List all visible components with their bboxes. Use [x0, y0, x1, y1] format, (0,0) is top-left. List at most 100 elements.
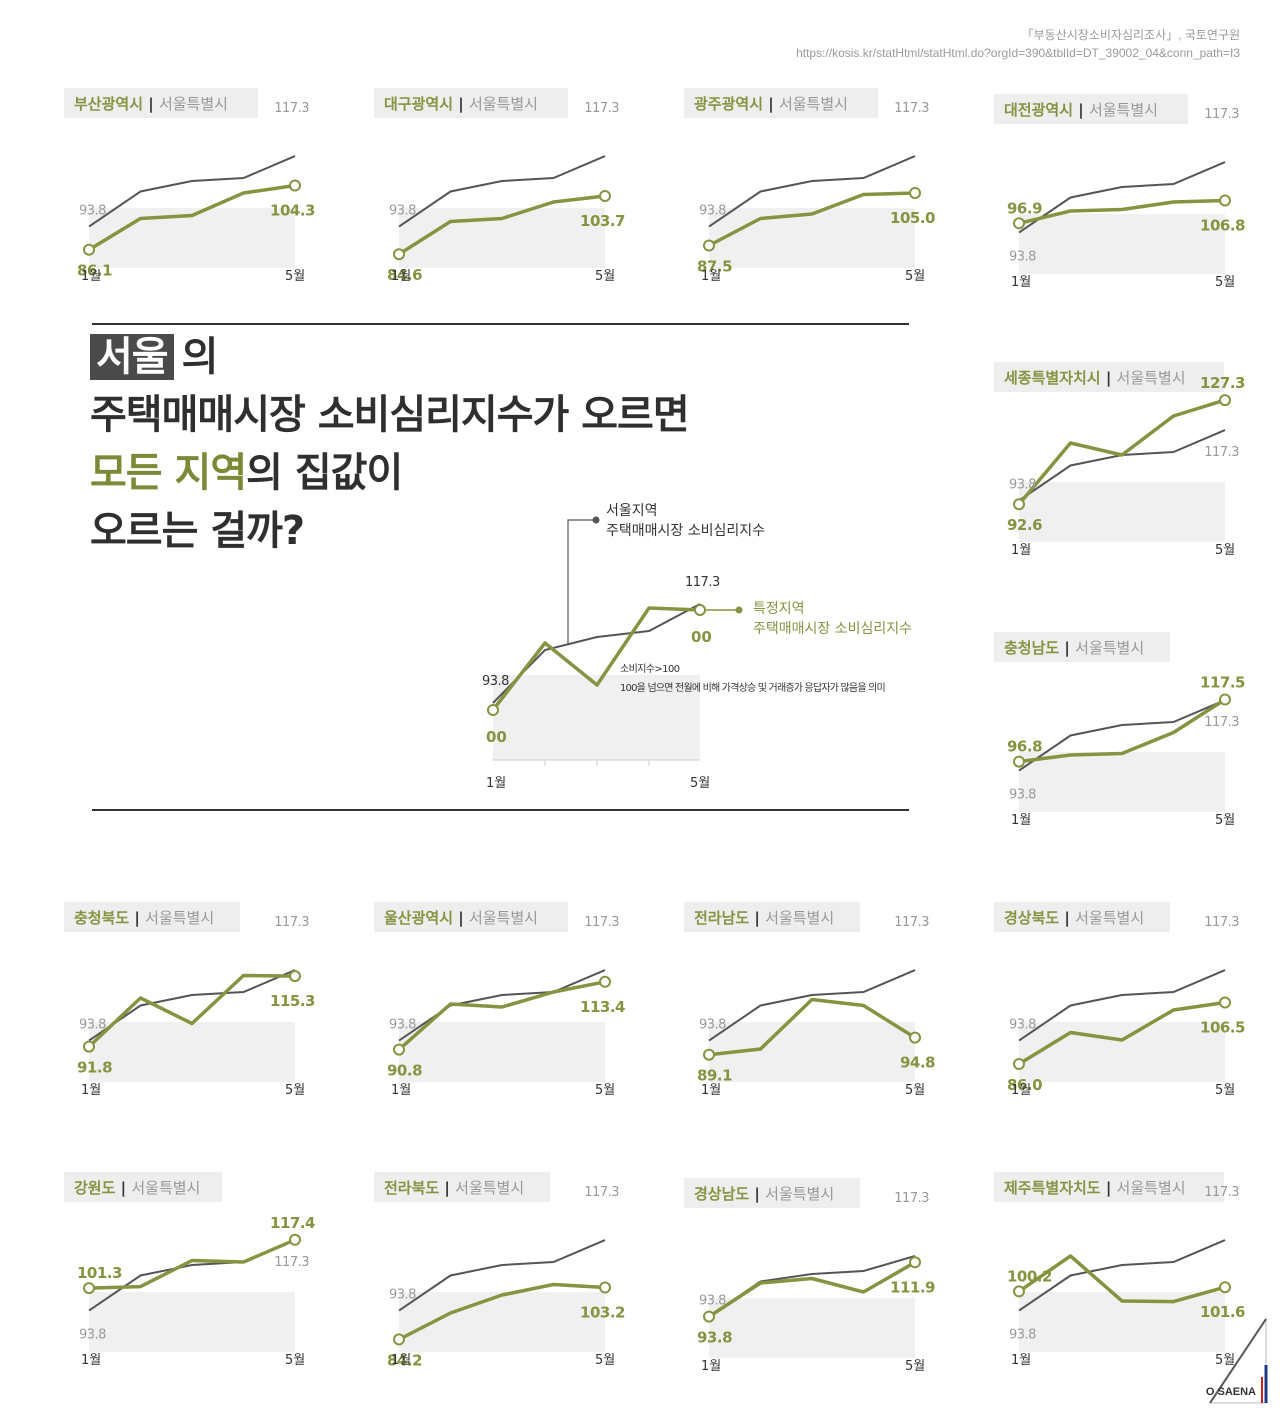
- headline-top-rule: [92, 323, 909, 325]
- seoul-start-label: 93.8: [1009, 250, 1036, 265]
- chart-title-tag: [994, 94, 1188, 124]
- chart-band-below-100: [709, 1298, 915, 1358]
- region-start-label: 100.2: [1007, 1267, 1052, 1285]
- x-tick-label: 5월: [595, 1353, 615, 1368]
- seoul-start-label: 93.8: [699, 1018, 726, 1033]
- x-tick-label: 1월: [81, 1353, 101, 1368]
- chart-title: 부산광역시 | 서울특별시: [74, 95, 228, 114]
- chart-band-below-100: [89, 1292, 295, 1352]
- chart-title-sep: |: [749, 909, 765, 928]
- chart-title-tag: [374, 902, 568, 932]
- region-endpoint-marker: [909, 1256, 921, 1269]
- chart-title-seoul: 서울특별시: [1089, 101, 1158, 119]
- legend-seoul-end-label: 117.3: [685, 575, 720, 590]
- x-tick-label: 5월: [1215, 275, 1235, 290]
- seoul-start-label: 93.8: [79, 204, 106, 219]
- chart-9: 전라남도 | 서울특별시 93.8 89.1 117.3 94.8 1월 5월: [684, 902, 936, 1098]
- seoul-start-label: 93.8: [1009, 788, 1036, 803]
- chart-6: 충청남도 | 서울특별시 93.8 96.8 117.3 117.5 1월 5월: [994, 632, 1246, 828]
- seoul-line: [1018, 161, 1226, 234]
- x-tick-label: 5월: [595, 1083, 615, 1098]
- x-tick-label: 5월: [285, 1083, 305, 1098]
- region-line: [708, 997, 916, 1057]
- region-line: [1018, 198, 1226, 226]
- seoul-start-label: 93.8: [1009, 1018, 1036, 1033]
- x-tick-label: 1월: [1011, 543, 1031, 558]
- chart-title: 충청남도 | 서울특별시: [1004, 639, 1144, 658]
- chart-title-region: 경상남도: [694, 1185, 749, 1203]
- headline-line-3-rest: 의 집값이: [246, 450, 403, 496]
- x-tick-label: 5월: [285, 1353, 305, 1368]
- x-tick-label: 1월: [701, 1083, 721, 1098]
- chart-band-below-100: [89, 208, 295, 268]
- chart-1: 부산광역시 | 서울특별시 93.8 86.1 117.3 104.3 1월 5월: [64, 88, 316, 284]
- chart-title: 세종특별자치시 | 서울특별시: [1004, 369, 1186, 388]
- chart-title-tag: [64, 1172, 222, 1202]
- chart-band-below-100: [1019, 214, 1225, 274]
- chart-title-seoul: 서울특별시: [1117, 1179, 1186, 1197]
- region-endpoint-marker: [909, 187, 921, 199]
- x-tick-label: 1월: [701, 1359, 721, 1374]
- x-tick-label: 1월: [391, 269, 411, 284]
- chart-title: 광주광역시 | 서울특별시: [694, 95, 848, 114]
- chart-title-seoul: 서울특별시: [469, 909, 538, 927]
- seoul-end-label: 117.3: [1204, 715, 1239, 730]
- legend-x-end: 5월: [690, 776, 710, 791]
- region-end-label: 111.9: [890, 1278, 935, 1296]
- source-line-1: 「부동산시장소비자심리조사」, 국토연구원: [1021, 28, 1240, 42]
- chart-title-region: 대구광역시: [384, 95, 453, 113]
- x-tick-label: 5월: [1215, 813, 1235, 828]
- chart-band-below-100: [1019, 1022, 1225, 1082]
- legend-seoul-leader-dot: [592, 516, 600, 524]
- legend-seoul-start-label: 93.8: [482, 674, 509, 689]
- headline-all-regions: 모든 지역: [90, 450, 247, 496]
- region-end-label: 127.3: [1200, 374, 1245, 392]
- region-endpoint-marker: [1013, 1285, 1025, 1298]
- seoul-end-label: 117.3: [894, 1191, 929, 1206]
- chart-title-region: 세종특별자치시: [1004, 369, 1101, 387]
- chart-title: 제주특별자치도 | 서울특별시: [1004, 1179, 1186, 1198]
- brand-text: STUDIO SAENA: [1206, 1386, 1256, 1398]
- chart-title-tag: [994, 362, 1224, 392]
- region-end-label: 103.2: [580, 1304, 625, 1322]
- region-start-label: 96.9: [1007, 199, 1042, 217]
- x-tick-label: 5월: [285, 269, 305, 284]
- chart-title-seoul: 서울특별시: [159, 95, 228, 113]
- chart-title-tag: [374, 88, 568, 118]
- legend-seoul-label-1: 서울지역: [606, 503, 658, 519]
- chart-title-tag: [994, 632, 1170, 662]
- chart-title-tag: [374, 1172, 550, 1202]
- region-line: [87, 973, 296, 1048]
- seoul-start-label: 93.8: [699, 204, 726, 219]
- chart-band-below-100: [399, 1022, 605, 1082]
- source-citation: 「부동산시장소비자심리조사」, 국토연구원 https://kosis.kr/s…: [796, 26, 1240, 62]
- seoul-start-label: 93.8: [1009, 478, 1036, 493]
- x-tick-label: 1월: [1011, 813, 1031, 828]
- region-end-label: 103.7: [580, 212, 625, 230]
- chart-10: 경상북도 | 서울특별시 93.8 86.0 117.3 106.5 1월 5월: [994, 902, 1246, 1098]
- chart-band-below-100: [89, 1022, 295, 1082]
- x-tick-label: 1월: [1011, 1353, 1031, 1368]
- x-tick-label: 1월: [1011, 1083, 1031, 1098]
- seoul-end-label: 117.3: [274, 1255, 309, 1270]
- seoul-line: [88, 969, 296, 1042]
- chart-11: 강원도 | 서울특별시 93.8 101.3 117.3 117.4 1월 5월: [64, 1172, 316, 1368]
- seoul-line: [398, 155, 606, 228]
- region-endpoint-marker: [599, 190, 611, 202]
- chart-title-region: 충청북도: [74, 909, 129, 927]
- chart-title-region: 부산광역시: [74, 95, 143, 113]
- region-line: [1018, 1000, 1226, 1066]
- x-tick-label: 5월: [1215, 1353, 1235, 1368]
- studio-saena-logo: STUDIO SAENA: [1206, 1317, 1268, 1404]
- x-tick-label: 5월: [1215, 543, 1235, 558]
- region-endpoint-marker: [703, 1310, 715, 1323]
- seoul-end-label: 117.3: [1204, 107, 1239, 122]
- region-line: [708, 1260, 916, 1319]
- legend-band: [493, 675, 700, 760]
- region-end-label: 117.5: [1200, 674, 1245, 692]
- region-line: [1018, 698, 1226, 764]
- chart-13: 경상남도 | 서울특별시 93.8 93.8 117.3 111.9 1월 5월: [684, 1178, 936, 1374]
- chart-title-seoul: 서울특별시: [1075, 909, 1144, 927]
- seoul-end-label: 117.3: [1204, 1185, 1239, 1200]
